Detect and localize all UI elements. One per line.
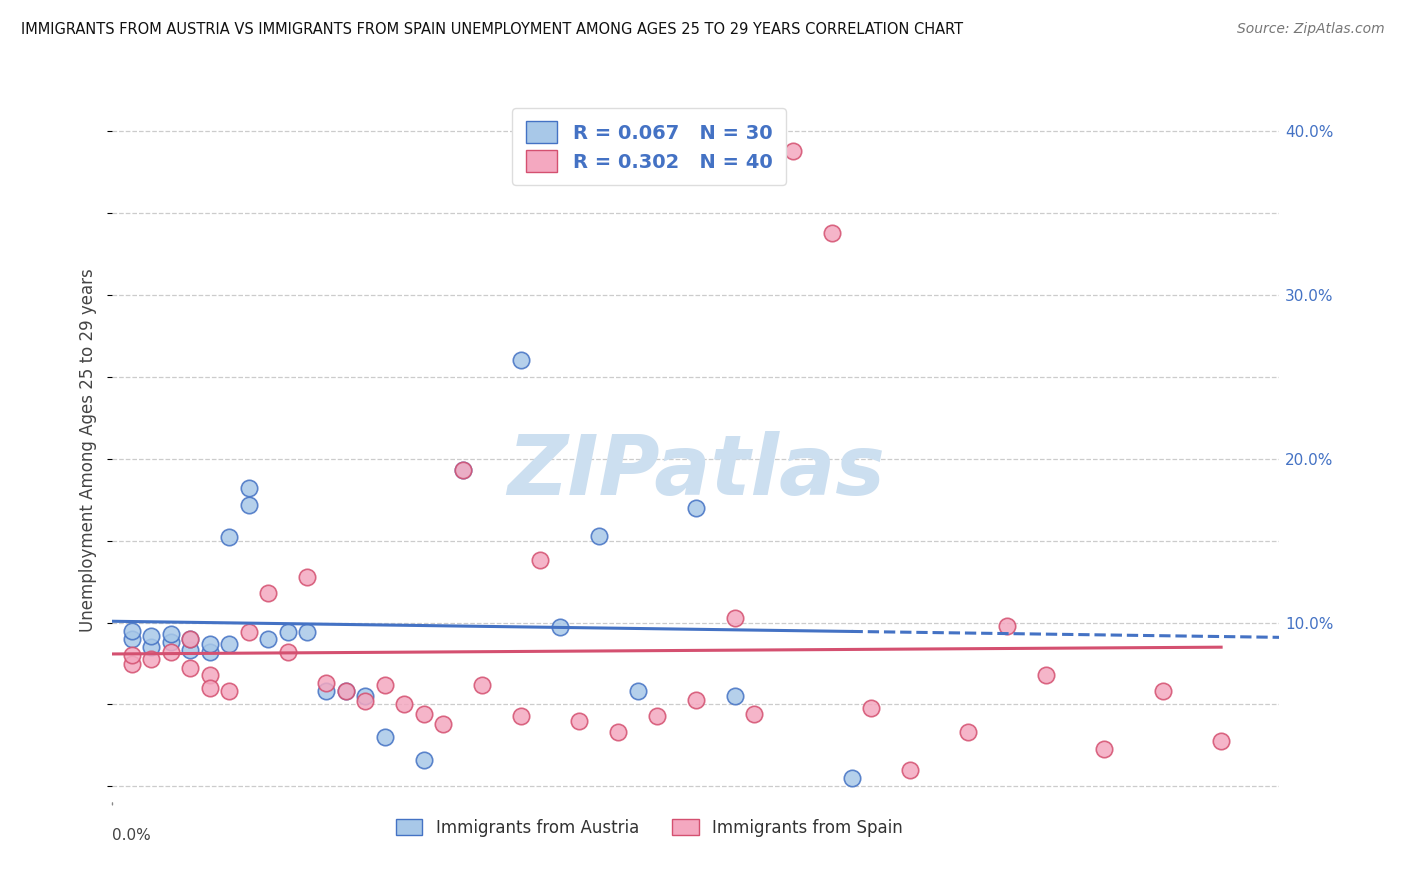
Point xyxy=(841,771,863,785)
Y-axis label: Unemployment Among Ages 25 to 29 years: Unemployment Among Ages 25 to 29 years xyxy=(79,268,97,632)
Text: 0.0%: 0.0% xyxy=(112,828,152,843)
Point xyxy=(412,753,434,767)
Point xyxy=(257,632,280,646)
Point xyxy=(198,668,221,682)
Point xyxy=(782,144,804,158)
Point xyxy=(1152,684,1174,698)
Point xyxy=(607,725,630,739)
Point xyxy=(276,625,298,640)
Point xyxy=(179,643,201,657)
Point xyxy=(685,692,707,706)
Point xyxy=(645,709,668,723)
Point xyxy=(354,690,377,704)
Point xyxy=(179,632,201,646)
Point xyxy=(335,684,357,698)
Point xyxy=(509,353,531,368)
Point xyxy=(394,698,416,712)
Point xyxy=(160,627,183,641)
Point xyxy=(724,690,747,704)
Point xyxy=(374,678,396,692)
Point xyxy=(315,676,337,690)
Point xyxy=(412,707,434,722)
Point xyxy=(432,717,454,731)
Point xyxy=(257,586,280,600)
Point xyxy=(685,500,707,515)
Point xyxy=(451,463,474,477)
Text: Source: ZipAtlas.com: Source: ZipAtlas.com xyxy=(1237,22,1385,37)
Point xyxy=(627,684,650,698)
Text: ZIPatlas: ZIPatlas xyxy=(508,431,884,512)
Point xyxy=(374,731,396,745)
Point xyxy=(198,645,221,659)
Point xyxy=(121,648,143,663)
Point xyxy=(509,709,531,723)
Point xyxy=(160,645,183,659)
Point xyxy=(218,684,240,698)
Point xyxy=(568,714,591,728)
Point xyxy=(179,632,201,646)
Point xyxy=(238,481,260,495)
Point xyxy=(121,657,143,671)
Point xyxy=(218,637,240,651)
Text: IMMIGRANTS FROM AUSTRIA VS IMMIGRANTS FROM SPAIN UNEMPLOYMENT AMONG AGES 25 TO 2: IMMIGRANTS FROM AUSTRIA VS IMMIGRANTS FR… xyxy=(21,22,963,37)
Point xyxy=(198,681,221,695)
Point xyxy=(860,700,883,714)
Point xyxy=(957,725,980,739)
Point xyxy=(471,678,494,692)
Point xyxy=(335,684,357,698)
Point xyxy=(160,635,183,649)
Legend: Immigrants from Austria, Immigrants from Spain: Immigrants from Austria, Immigrants from… xyxy=(389,813,910,844)
Point xyxy=(995,619,1018,633)
Point xyxy=(315,684,337,698)
Point xyxy=(1035,668,1057,682)
Point xyxy=(529,553,551,567)
Point xyxy=(179,661,201,675)
Point xyxy=(141,640,163,654)
Point xyxy=(121,632,143,646)
Point xyxy=(218,530,240,544)
Point xyxy=(121,624,143,638)
Point xyxy=(1094,741,1116,756)
Point xyxy=(744,707,766,722)
Point xyxy=(1211,733,1233,747)
Point xyxy=(238,498,260,512)
Point xyxy=(588,529,610,543)
Point xyxy=(295,625,318,640)
Point xyxy=(238,625,260,640)
Point xyxy=(354,694,377,708)
Point xyxy=(821,226,844,240)
Point xyxy=(451,463,474,477)
Point xyxy=(295,569,318,583)
Point xyxy=(724,610,747,624)
Point xyxy=(141,629,163,643)
Point xyxy=(198,637,221,651)
Point xyxy=(276,645,298,659)
Point xyxy=(548,620,571,634)
Point xyxy=(141,651,163,665)
Point xyxy=(898,763,921,777)
